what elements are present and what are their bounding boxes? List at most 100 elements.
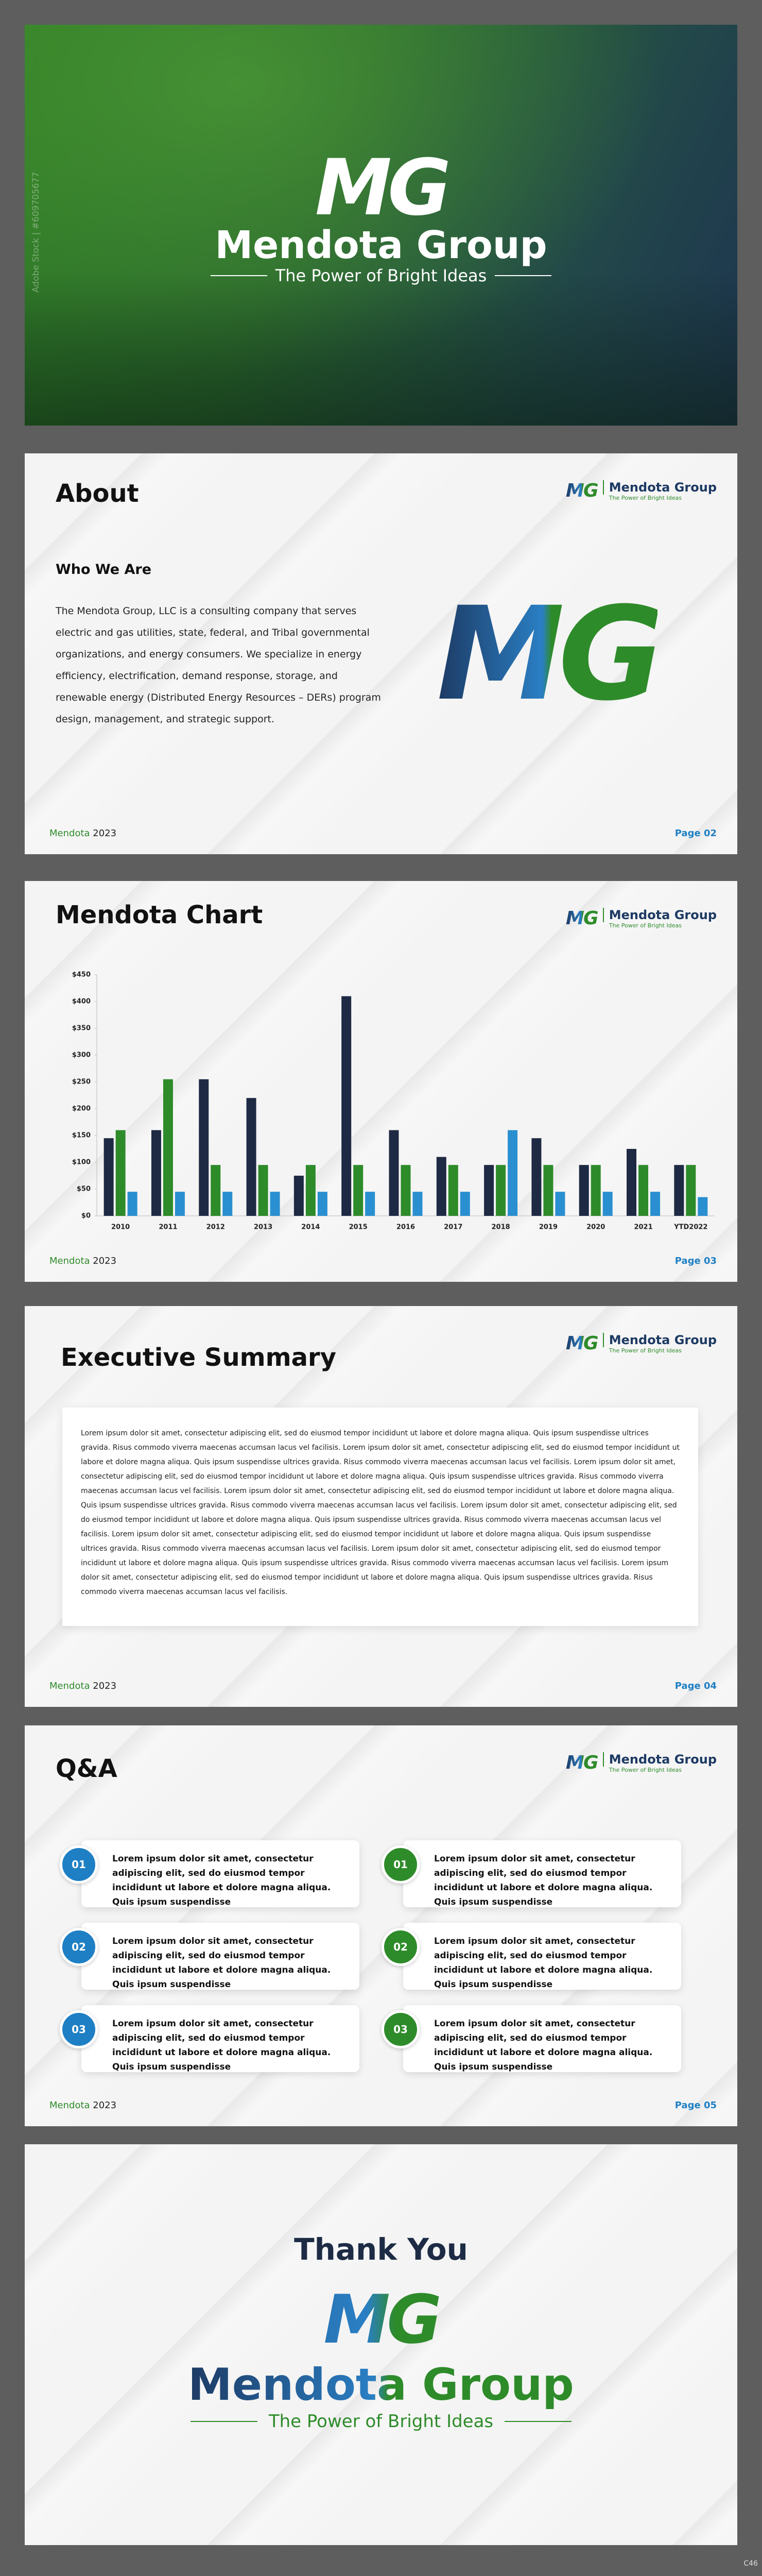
logo-mark: MG	[565, 480, 599, 501]
qa-text: Lorem ipsum dolor sit amet, consectetur …	[112, 1936, 331, 1990]
bar	[293, 1176, 304, 1216]
x-tick-label: 2014	[301, 1224, 320, 1231]
bar	[127, 1192, 137, 1216]
logo-name: Mendota Group	[602, 1752, 717, 1767]
logo-name: Mendota Group	[602, 480, 717, 495]
qa-text: Lorem ipsum dolor sit amet, consectetur …	[434, 1936, 653, 1990]
y-tick-label: $150	[72, 1132, 91, 1140]
summary-box: Lorem ipsum dolor sit amet, consectetur …	[62, 1408, 698, 1626]
qa-text: Lorem ipsum dolor sit amet, consectetur …	[112, 1854, 331, 1907]
x-tick-label: 2020	[586, 1224, 605, 1231]
footer: Mendota 2023	[49, 828, 116, 839]
thanks-tagline-row: The Power of Bright Ideas	[25, 2411, 737, 2432]
bar	[460, 1192, 470, 1216]
about-slide: About MG Mendota Group The Power of Brigh…	[25, 453, 737, 854]
thanks-title: Thank You	[294, 2232, 468, 2267]
rule	[495, 275, 552, 276]
footer-brand: Mendota	[49, 1681, 90, 1691]
qa-card: Lorem ipsum dolor sit amet, consectetur …	[81, 1840, 359, 1907]
x-tick-label: 2017	[444, 1224, 462, 1231]
logo-name: Mendota Group	[602, 1333, 717, 1347]
x-tick-label: 2021	[634, 1224, 652, 1231]
qa-card: Lorem ipsum dolor sit amet, consectetur …	[403, 2005, 681, 2072]
footer: Mendota 2023	[49, 1681, 116, 1691]
qa-text: Lorem ipsum dolor sit amet, consectetur …	[112, 2019, 331, 2072]
header-logo: MG Mendota Group The Power of Bright Idea…	[566, 908, 717, 929]
page-number: Page 02	[674, 828, 717, 839]
cover-logo: MG	[315, 143, 451, 233]
thanks-logo: MG	[25, 2281, 737, 2358]
footer-year: 2023	[93, 1256, 117, 1266]
subtitle: Who We Are	[56, 562, 152, 578]
logo-text: Mendota Group The Power of Bright Ideas	[602, 1333, 717, 1354]
bar	[389, 1130, 399, 1216]
header-logo: MG Mendota Group The Power of Bright Idea…	[566, 1752, 717, 1773]
bar	[175, 1192, 185, 1216]
slide-title: Mendota Chart	[56, 901, 263, 929]
bar	[436, 1157, 446, 1216]
page-number: Page 05	[674, 2100, 717, 2111]
bar	[698, 1197, 708, 1216]
bar	[199, 1079, 209, 1216]
bar	[222, 1192, 233, 1216]
logo-tagline: The Power of Bright Ideas	[609, 495, 682, 501]
y-tick-label: $50	[77, 1185, 91, 1193]
bar	[317, 1192, 327, 1216]
bar	[448, 1165, 458, 1216]
cover-tagline: The Power of Bright Ideas	[275, 266, 487, 285]
qa-card: Lorem ipsum dolor sit amet, consectetur …	[81, 1923, 359, 1990]
bar	[258, 1165, 268, 1216]
x-tick-label: 2015	[349, 1224, 368, 1231]
footer: Mendota 2023	[49, 2100, 116, 2111]
slide-title: Executive Summary	[61, 1343, 337, 1372]
x-tick-label: YTD2022	[673, 1224, 707, 1231]
bar	[555, 1192, 565, 1216]
bar	[686, 1165, 696, 1216]
bar	[627, 1149, 637, 1216]
cover-tagline-row: The Power of Bright Ideas	[25, 266, 737, 285]
qa-number: 02	[382, 1928, 420, 1966]
logo-mark: MG	[565, 1752, 599, 1773]
qa-number: 02	[60, 1928, 98, 1966]
logo-tagline: The Power of Bright Ideas	[609, 922, 682, 929]
bar	[270, 1192, 280, 1216]
y-tick-label: $250	[72, 1078, 91, 1086]
x-tick-label: 2010	[111, 1224, 130, 1231]
bar	[163, 1079, 173, 1216]
logo-name: Mendota Group	[602, 908, 717, 922]
y-tick-label: $450	[72, 971, 91, 979]
summary-slide: Executive Summary MG Mendota Group The Po…	[25, 1306, 737, 1707]
summary-body: Lorem ipsum dolor sit amet, consectetur …	[81, 1429, 680, 1596]
bar	[211, 1165, 221, 1216]
thanks-name: Mendota Group	[188, 2359, 574, 2411]
thanks-name-row: Mendota Group	[25, 2358, 737, 2412]
qa-card: Lorem ipsum dolor sit amet, consectetur …	[403, 1840, 681, 1907]
footer-brand: Mendota	[49, 1256, 90, 1266]
thanks-slide: Thank You MG Mendota Group The Power of …	[25, 2144, 737, 2545]
x-tick-label: 2012	[206, 1224, 225, 1231]
bar	[151, 1130, 161, 1216]
qa-number: 03	[382, 2010, 420, 2048]
footer: Mendota 2023	[49, 1256, 116, 1266]
bar	[638, 1165, 649, 1216]
qa-number: 01	[382, 1845, 420, 1884]
qa-slide: Q&A MG Mendota Group The Power of Bright …	[25, 1725, 737, 2126]
logo-text: Mendota Group The Power of Bright Ideas	[602, 1752, 717, 1773]
qa-number: 03	[60, 2010, 98, 2048]
logo-text: Mendota Group The Power of Bright Ideas	[602, 480, 717, 501]
bar	[305, 1165, 316, 1216]
logo-text: Mendota Group The Power of Bright Ideas	[602, 908, 717, 929]
bar	[412, 1192, 423, 1216]
bar	[246, 1098, 256, 1216]
bar	[484, 1165, 494, 1216]
qa-card: Lorem ipsum dolor sit amet, consectetur …	[403, 1923, 681, 1990]
cover-slide: Adobe Stock | #609705677 MG Mendota Grou…	[25, 25, 737, 426]
y-tick-label: $0	[81, 1212, 91, 1220]
logo-tagline: The Power of Bright Ideas	[609, 1767, 682, 1773]
header-logo: MG Mendota Group The Power of Bright Idea…	[566, 480, 717, 501]
rule	[190, 2421, 257, 2422]
qa-card: Lorem ipsum dolor sit amet, consectetur …	[81, 2005, 359, 2072]
logo-tagline: The Power of Bright Ideas	[609, 1347, 682, 1354]
logo-mark: MG	[565, 908, 599, 929]
big-logo: MG	[437, 577, 664, 732]
